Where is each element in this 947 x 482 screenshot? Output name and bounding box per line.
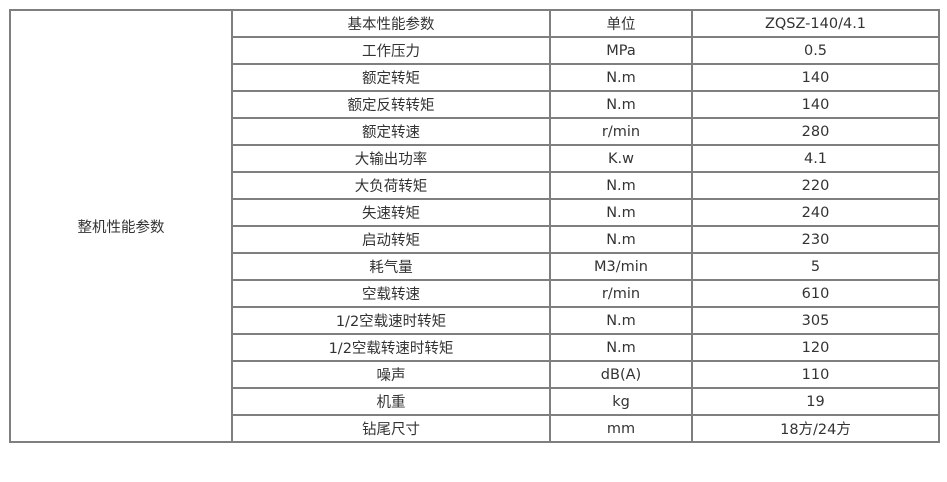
parameter-cell: 大负荷转矩: [231, 171, 551, 200]
table-row: 额定转矩 N.m 140: [10, 63, 940, 92]
value-cell: 230: [691, 225, 940, 254]
group-label-cell: 整机性能参数: [9, 9, 233, 443]
value-cell: 305: [691, 306, 940, 335]
header-parameter: 基本性能参数: [231, 9, 551, 38]
value-cell: 280: [691, 117, 940, 146]
value-cell: 140: [691, 90, 940, 119]
table-row: 大输出功率 K.w 4.1: [10, 144, 940, 173]
value-cell: 0.5: [691, 36, 940, 65]
parameter-cell: 大输出功率: [231, 144, 551, 173]
table-row: 工作压力 MPa 0.5: [10, 36, 940, 65]
value-cell: 140: [691, 63, 940, 92]
parameter-cell: 空载转速: [231, 279, 551, 308]
unit-cell: r/min: [549, 279, 693, 308]
parameter-cell: 钻尾尺寸: [231, 414, 551, 443]
unit-cell: N.m: [549, 90, 693, 119]
unit-cell: N.m: [549, 333, 693, 362]
unit-cell: dB(A): [549, 360, 693, 389]
unit-cell: N.m: [549, 171, 693, 200]
unit-cell: N.m: [549, 63, 693, 92]
parameter-cell: 失速转矩: [231, 198, 551, 227]
value-cell: 220: [691, 171, 940, 200]
parameter-cell: 额定转速: [231, 117, 551, 146]
value-cell: 240: [691, 198, 940, 227]
header-unit: 单位: [549, 9, 693, 38]
table-row: 机重 kg 19: [10, 387, 940, 416]
table-row: 额定转速 r/min 280: [10, 117, 940, 146]
table-row: 额定反转转矩 N.m 140: [10, 90, 940, 119]
table-row: 失速转矩 N.m 240: [10, 198, 940, 227]
table-row: 1/2空载速时转矩 N.m 305: [10, 306, 940, 335]
parameter-cell: 耗气量: [231, 252, 551, 281]
table-row: 耗气量 M3/min 5: [10, 252, 940, 281]
table-row: 1/2空载转速时转矩 N.m 120: [10, 333, 940, 362]
parameter-cell: 机重: [231, 387, 551, 416]
parameter-cell: 1/2空载转速时转矩: [231, 333, 551, 362]
unit-cell: M3/min: [549, 252, 693, 281]
table-row: 空载转速 r/min 610: [10, 279, 940, 308]
parameter-cell: 工作压力: [231, 36, 551, 65]
parameter-cell: 额定反转转矩: [231, 90, 551, 119]
unit-cell: N.m: [549, 225, 693, 254]
unit-cell: N.m: [549, 198, 693, 227]
parameter-cell: 1/2空载速时转矩: [231, 306, 551, 335]
unit-cell: kg: [549, 387, 693, 416]
unit-cell: mm: [549, 414, 693, 443]
table-row: 启动转矩 N.m 230: [10, 225, 940, 254]
table-row: 大负荷转矩 N.m 220: [10, 171, 940, 200]
value-cell: 120: [691, 333, 940, 362]
header-row: 整机性能参数 基本性能参数 单位 ZQSZ-140/4.1: [9, 9, 940, 443]
parameter-cell: 额定转矩: [231, 63, 551, 92]
value-cell: 18方/24方: [691, 414, 940, 443]
unit-cell: r/min: [549, 117, 693, 146]
value-cell: 19: [691, 387, 940, 416]
unit-cell: MPa: [549, 36, 693, 65]
value-cell: 610: [691, 279, 940, 308]
parameter-cell: 启动转矩: [231, 225, 551, 254]
value-cell: 4.1: [691, 144, 940, 173]
value-cell: 5: [691, 252, 940, 281]
header-model: ZQSZ-140/4.1: [691, 9, 940, 38]
parameter-cell: 噪声: [231, 360, 551, 389]
table-row: 钻尾尺寸 mm 18方/24方: [10, 414, 940, 443]
unit-cell: K.w: [549, 144, 693, 173]
spec-table: 整机性能参数 基本性能参数 单位 ZQSZ-140/4.1 工作压力 MPa 0.5…: [9, 9, 940, 443]
value-cell: 110: [691, 360, 940, 389]
unit-cell: N.m: [549, 306, 693, 335]
table-row: 噪声 dB(A) 110: [10, 360, 940, 389]
